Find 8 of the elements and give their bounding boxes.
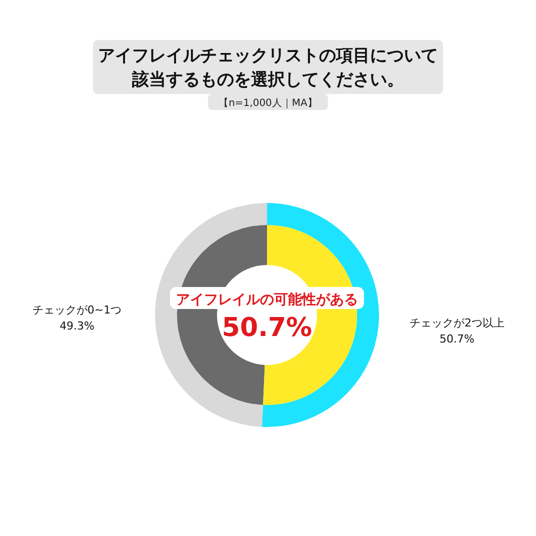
slice-label: チェックが0~1つ [32, 304, 122, 317]
data-label: 50.7% [439, 332, 474, 346]
slice-label: チェックが2つ以上 [409, 316, 504, 330]
text: アイフレイルの可能性がある [176, 292, 358, 308]
data-label: 49.3% [60, 320, 95, 333]
text: 50.7% [222, 313, 312, 343]
chart-title: アイフレイルチェックリストの項目について該当するものを選択してください。 [98, 46, 438, 90]
chart-subtitle: 【n=1,000人｜MA】 [218, 97, 318, 109]
